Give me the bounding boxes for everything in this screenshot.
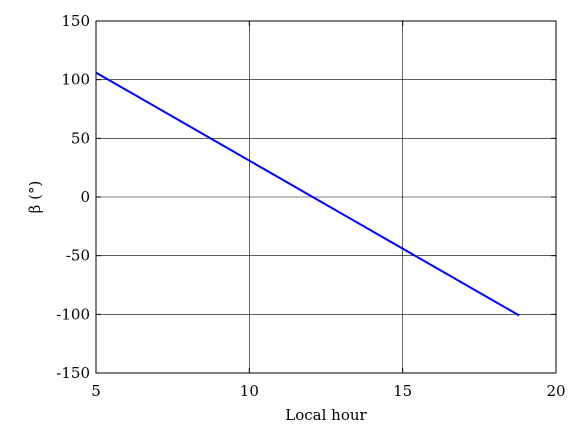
y-tick-label: -150: [56, 364, 90, 382]
y-axis-label: β (°): [26, 181, 44, 214]
tick-labels: 5 10 15 20 -150 -100 -50 0 50 100 150: [56, 12, 565, 400]
x-tick-label: 10: [240, 382, 259, 400]
x-tick-label: 15: [393, 382, 412, 400]
x-tick-label: 20: [546, 382, 565, 400]
grid: [96, 21, 556, 373]
x-axis-label: Local hour: [285, 406, 367, 424]
y-tick-label: 50: [71, 129, 90, 147]
series-layer: [95, 71, 520, 317]
ticks: [95, 20, 557, 374]
y-tick-label: 100: [61, 71, 90, 89]
y-tick-label: -50: [66, 247, 90, 265]
x-tick-label: 5: [91, 382, 101, 400]
y-tick-label: 0: [80, 188, 90, 206]
series-line: [95, 71, 520, 317]
y-tick-label: -100: [56, 305, 90, 323]
y-tick-label: 150: [61, 12, 90, 30]
